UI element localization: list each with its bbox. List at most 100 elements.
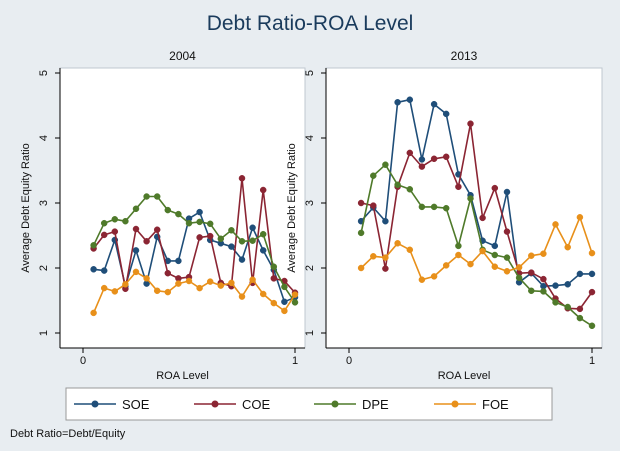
dpe-point <box>467 195 474 202</box>
soe-point <box>281 298 288 306</box>
foe-point <box>249 276 256 283</box>
foe-point <box>564 243 571 251</box>
y-tick-label: 1 <box>38 330 50 336</box>
dpe-point <box>196 218 203 226</box>
soe-point <box>564 281 571 288</box>
soe-point <box>228 243 235 250</box>
chart-note: Debt Ratio=Debt/Equity <box>10 428 126 440</box>
y-tick-label: 5 <box>304 70 316 76</box>
foe-point <box>90 309 97 317</box>
dpe-point <box>122 217 129 225</box>
legend-label-dpe: DPE <box>362 397 389 412</box>
dpe-point <box>455 242 462 250</box>
coe-point <box>418 163 426 170</box>
soe-point <box>196 208 203 216</box>
foe-point <box>291 291 299 298</box>
dpe-point <box>185 219 193 227</box>
coe-point <box>528 269 535 276</box>
dpe-point <box>370 172 377 179</box>
y-tick-label: 4 <box>304 135 316 141</box>
coe-point <box>491 184 499 192</box>
dpe-point <box>164 206 172 214</box>
y-tick-label: 4 <box>38 135 50 141</box>
soe-point <box>249 224 256 231</box>
panel-2004: 2004 1 2 3 4 5 0 1 ROA Level Average Debt Equity … <box>20 49 306 382</box>
coe-point <box>153 226 161 233</box>
soe-point <box>491 242 499 250</box>
foe-point <box>491 263 499 270</box>
dpe-point <box>259 230 267 238</box>
y-tick-label: 5 <box>38 70 50 76</box>
soe-point <box>430 100 438 108</box>
dpe-point <box>100 219 108 227</box>
y-axis-title: Average Debt Equity Ratio <box>286 143 298 272</box>
soe-point <box>588 270 596 278</box>
plot-area <box>325 67 603 349</box>
foe-point <box>418 276 426 283</box>
x-axis-title: ROA Level <box>438 370 491 382</box>
dpe-point <box>394 181 401 189</box>
coe-point <box>196 234 203 241</box>
dpe-point <box>528 287 535 295</box>
x-axis-title: ROA Level <box>156 370 209 382</box>
foe-point <box>588 249 596 257</box>
foe-point <box>357 264 365 272</box>
dpe-point <box>503 254 511 261</box>
panel-2013: 2013 1 2 3 4 5 0 1 ROA Level Average Debt Equity … <box>286 49 603 382</box>
dpe-point <box>281 283 288 291</box>
foe-point <box>467 260 474 268</box>
dpe-point <box>90 242 97 249</box>
soe-point <box>442 110 450 118</box>
legend: SOE COE DPE FOE <box>65 387 553 421</box>
foe-point <box>503 268 511 275</box>
soe-point <box>132 247 140 254</box>
foe-point <box>540 250 547 257</box>
soe-point <box>418 156 426 163</box>
soe-point <box>576 270 584 278</box>
foe-point <box>143 275 150 282</box>
soe-point <box>552 282 559 289</box>
dpe-point <box>576 314 584 322</box>
chart-title: Debt Ratio-ROA Level <box>207 12 414 35</box>
foe-point <box>430 273 438 280</box>
y-axis-title: Average Debt Equity Ratio <box>20 143 32 272</box>
foe-point <box>442 262 450 269</box>
foe-point <box>228 279 235 287</box>
coe-line <box>92 177 296 294</box>
foe-point <box>455 251 462 259</box>
y-tick-label: 1 <box>304 330 316 336</box>
panel-title: 2013 <box>451 49 478 63</box>
coe-point <box>143 238 150 245</box>
coe-point <box>100 231 108 239</box>
soe-point <box>238 256 246 263</box>
foe-point <box>576 214 584 221</box>
x-tick-label: 1 <box>589 355 595 367</box>
soe-point <box>259 247 267 254</box>
foe-point <box>238 293 246 300</box>
dpe-point <box>406 186 414 193</box>
coe-point <box>164 269 172 277</box>
foe-point <box>111 288 119 295</box>
foe-point <box>382 254 389 261</box>
dpe-point <box>270 263 278 270</box>
foe-point <box>153 287 161 295</box>
dpe-point <box>418 203 426 211</box>
foe-point <box>515 264 523 271</box>
foe-point <box>394 240 401 247</box>
foe-point <box>100 284 108 292</box>
foe-point <box>406 246 414 254</box>
coe-point <box>442 153 450 161</box>
coe-point <box>467 120 474 127</box>
coe-point <box>357 199 365 207</box>
coe-point <box>430 155 438 163</box>
coe-point <box>382 265 389 272</box>
dpe-point <box>515 274 523 282</box>
coe-point <box>132 225 140 233</box>
legend-marker-dpe <box>331 400 339 408</box>
coe-line <box>360 122 593 310</box>
coe-point <box>270 275 278 282</box>
coe-point <box>406 149 414 157</box>
foe-point <box>217 282 225 289</box>
soe-point <box>382 217 389 225</box>
